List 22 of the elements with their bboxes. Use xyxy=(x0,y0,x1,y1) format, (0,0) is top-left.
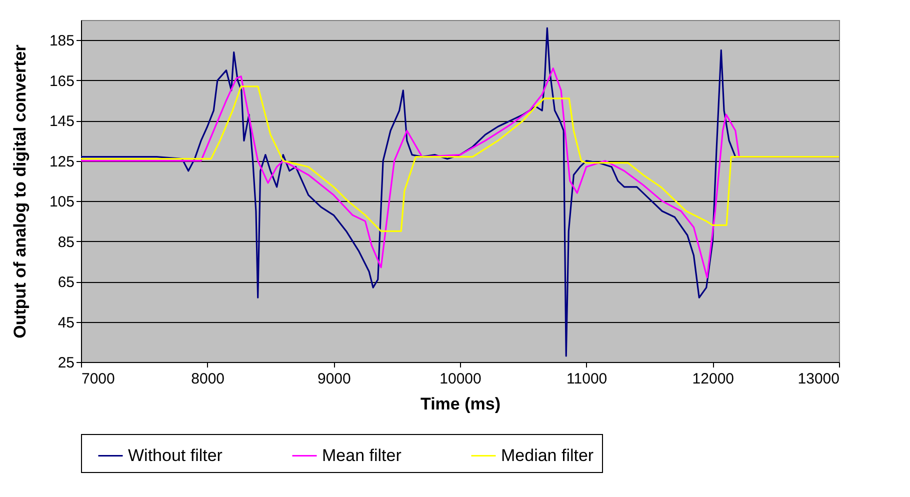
x-tick-label: 12000 xyxy=(692,370,734,388)
x-tick-label: 8000 xyxy=(191,370,225,388)
y-tick-label: 185 xyxy=(49,32,74,50)
y-axis-title: Output of analog to digital converter xyxy=(10,44,30,338)
x-tick-label: 11000 xyxy=(566,370,608,388)
legend-label: Median filter xyxy=(501,446,594,465)
x-tick-label: 9000 xyxy=(317,370,351,388)
x-tick-label: 13000 xyxy=(798,370,840,388)
y-tick-label: 65 xyxy=(58,274,74,292)
legend-label: Mean filter xyxy=(322,446,402,465)
x-tick-label: 10000 xyxy=(440,370,482,388)
y-tick-label: 25 xyxy=(58,354,74,372)
y-tick-label: 85 xyxy=(58,234,74,251)
y-tick-label: 45 xyxy=(58,314,74,332)
y-tick-label: 165 xyxy=(49,72,74,90)
y-tick-label: 105 xyxy=(49,194,74,211)
x-axis-title: Time (ms) xyxy=(420,394,500,414)
legend-label: Without filter xyxy=(128,446,223,465)
y-tick-label: 125 xyxy=(49,153,74,170)
line-series xyxy=(80,86,840,232)
y-tick-label: 145 xyxy=(49,113,74,130)
x-tick-label: 7000 xyxy=(82,370,115,388)
